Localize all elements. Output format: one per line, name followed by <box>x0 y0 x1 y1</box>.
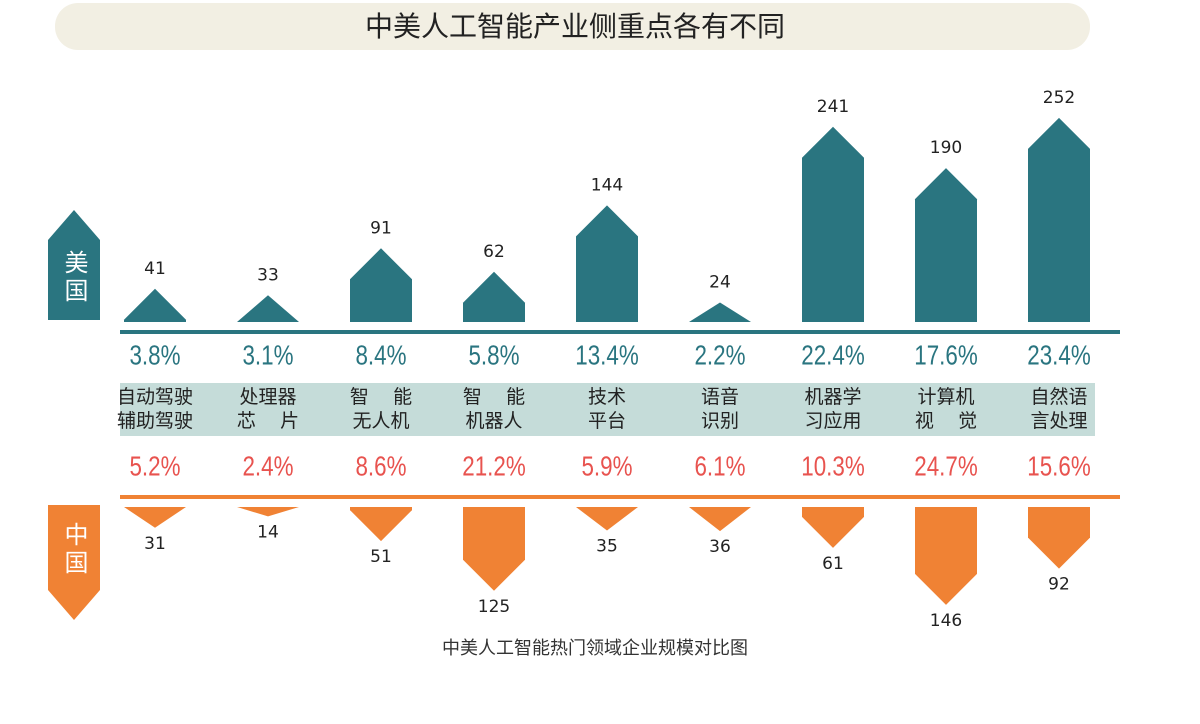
bar <box>1028 507 1090 569</box>
value-label: 41 <box>144 259 166 279</box>
bar <box>1028 117 1090 322</box>
share-label: 2.2% <box>694 340 745 371</box>
value-label: 33 <box>257 265 279 285</box>
bar <box>915 507 977 605</box>
value-label: 14 <box>257 522 279 542</box>
bar <box>576 205 638 322</box>
value-label: 241 <box>817 97 849 117</box>
bar <box>463 507 525 591</box>
caption: 中美人工智能热门领域企业规模对比图 <box>442 638 748 659</box>
category-label: 计算机 视 觉 <box>914 386 978 432</box>
share-label: 2.4% <box>242 451 293 482</box>
bar <box>124 507 186 528</box>
bar <box>802 126 864 322</box>
legend-label: 美国 <box>60 250 88 306</box>
share-label: 5.8% <box>468 340 519 371</box>
category-band <box>120 383 1095 436</box>
chart-title: 中美人工智能产业侧重点各有不同 <box>365 10 785 43</box>
value-label: 51 <box>370 547 392 567</box>
value-label: 31 <box>144 534 166 554</box>
bar <box>576 507 638 531</box>
bar <box>237 507 299 517</box>
share-label: 24.7% <box>914 451 977 482</box>
value-label: 35 <box>596 536 618 556</box>
category-label: 智 能 无人机 <box>349 386 413 432</box>
series-badge <box>48 505 100 620</box>
value-label: 144 <box>591 175 623 195</box>
bar <box>689 507 751 532</box>
share-label: 6.1% <box>694 451 745 482</box>
bar <box>350 507 412 542</box>
share-label: 8.4% <box>355 340 406 371</box>
share-label: 13.4% <box>575 340 638 371</box>
share-label: 21.2% <box>462 451 525 482</box>
title-bg <box>55 3 1090 50</box>
bar <box>463 271 525 322</box>
share-label: 5.9% <box>581 451 632 482</box>
share-label: 8.6% <box>355 451 406 482</box>
bar <box>689 302 751 322</box>
value-label: 36 <box>709 537 731 557</box>
category-label: 智 能 机器人 <box>462 386 526 432</box>
share-label: 22.4% <box>801 340 864 371</box>
bar <box>915 168 977 322</box>
value-label: 146 <box>930 611 962 631</box>
legend-label: 中国 <box>60 522 88 578</box>
series-badge <box>48 210 100 320</box>
share-label: 23.4% <box>1027 340 1090 371</box>
value-label: 190 <box>930 138 962 158</box>
value-label: 24 <box>709 273 731 293</box>
share-label: 17.6% <box>914 340 977 371</box>
bar <box>237 295 299 322</box>
value-label: 91 <box>370 218 392 238</box>
share-label: 3.8% <box>129 340 180 371</box>
category-label: 处理器 芯 片 <box>236 386 300 432</box>
value-label: 92 <box>1048 575 1070 595</box>
category-label: 语音 识别 <box>700 386 739 432</box>
bar <box>350 248 412 322</box>
value-label: 252 <box>1043 88 1075 108</box>
bar <box>802 507 864 548</box>
bar <box>124 288 186 322</box>
value-label: 125 <box>478 597 510 617</box>
value-label: 61 <box>822 554 844 574</box>
share-label: 10.3% <box>801 451 864 482</box>
share-label: 3.1% <box>242 340 293 371</box>
share-label: 5.2% <box>129 451 180 482</box>
category-label: 自然语 言处理 <box>1030 386 1088 432</box>
share-label: 15.6% <box>1027 451 1090 482</box>
category-label: 技术 平台 <box>587 386 626 432</box>
category-label: 自动驾驶 辅助驾驶 <box>116 386 193 432</box>
category-label: 机器学 习应用 <box>804 386 862 432</box>
value-label: 62 <box>483 242 505 262</box>
